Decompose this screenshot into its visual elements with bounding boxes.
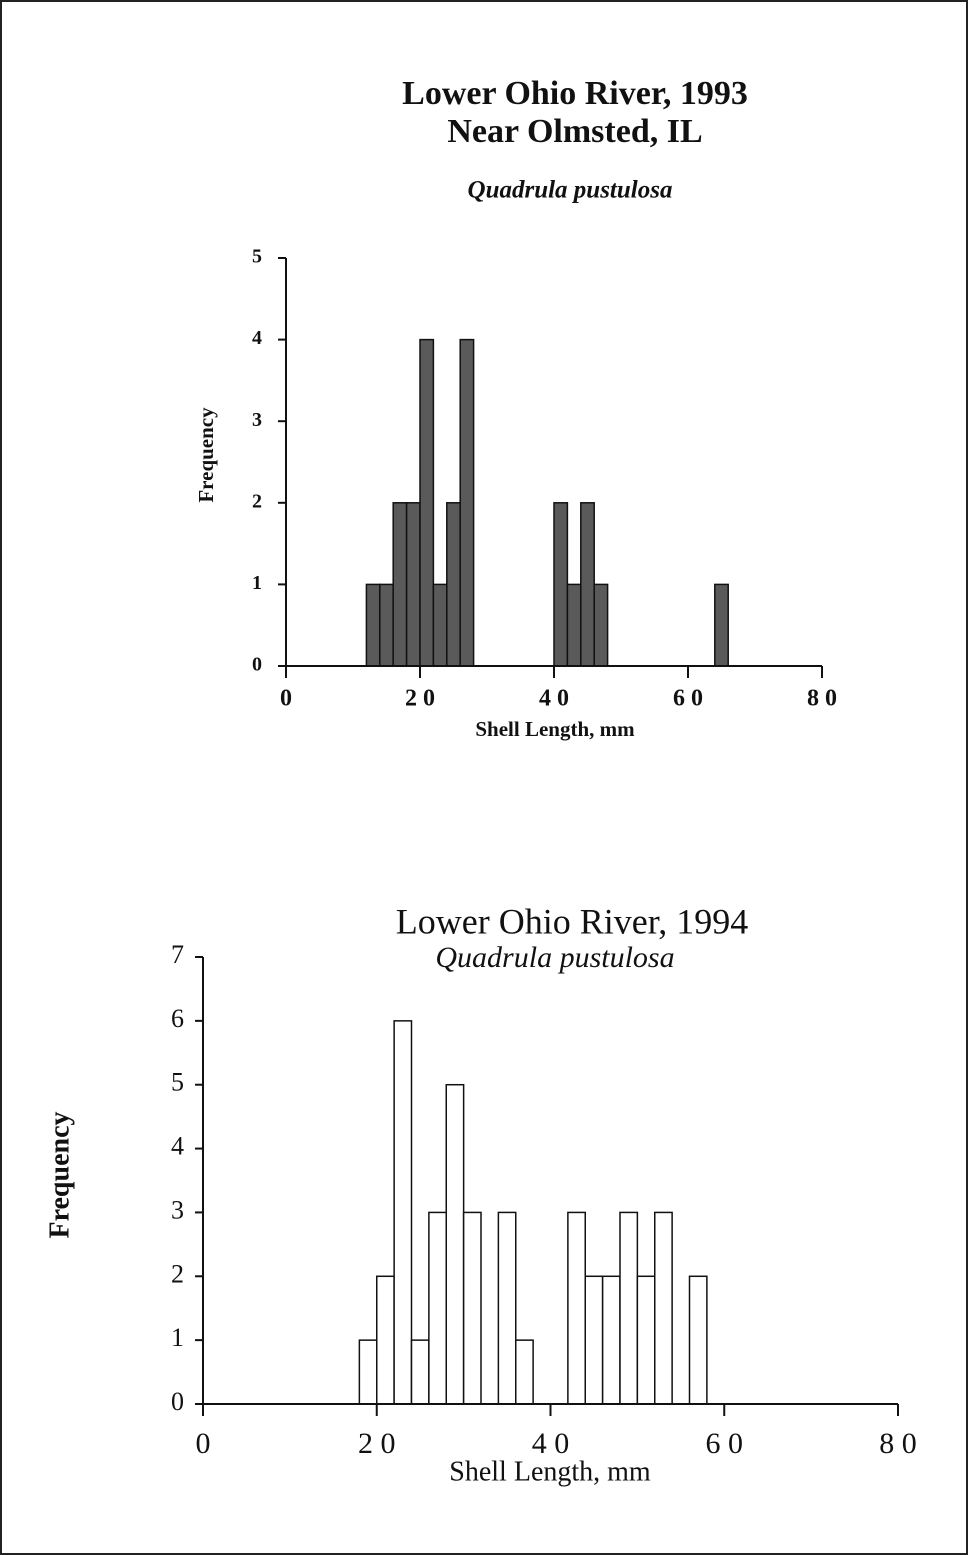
x-tick-label: 8 0 — [807, 686, 837, 712]
species: Quadrula pustulosa — [435, 941, 674, 974]
x-tick-label: 0 — [280, 686, 292, 712]
y-tick-label: 2 — [252, 490, 262, 512]
y-tick-label: 5 — [252, 246, 262, 268]
bar — [379, 583, 394, 667]
chart-subtitle: Near Olmsted, IL — [447, 113, 702, 150]
y-tick-label: 1 — [252, 572, 262, 594]
bar — [432, 583, 448, 667]
x-tick-label: 0 — [196, 1427, 211, 1460]
x-axis-label: Shell Length, mm — [475, 717, 635, 741]
x-axis-label: Shell Length, mm — [449, 1456, 651, 1487]
bar — [567, 1211, 586, 1405]
chart-title: Lower Ohio River, 1994 — [396, 901, 749, 941]
bar — [446, 502, 461, 667]
bar — [497, 1211, 517, 1405]
y-axis-label: Frequency — [44, 1111, 75, 1238]
bar — [580, 502, 595, 667]
x-tick-label: 4 0 — [539, 686, 569, 712]
x-tick-label: 6 0 — [673, 686, 703, 712]
bar — [688, 1275, 708, 1405]
y-tick-label: 5 — [171, 1068, 184, 1097]
bar — [358, 1339, 378, 1405]
x-tick-label: 2 0 — [405, 686, 435, 712]
bar — [376, 1275, 395, 1405]
chart-title: Lower Ohio River, 1993 — [402, 75, 748, 112]
bar — [428, 1211, 447, 1405]
species: Quadrula pustulosa — [468, 177, 673, 204]
x-tick-label: 2 0 — [358, 1427, 396, 1460]
y-tick-label: 0 — [252, 654, 262, 676]
bar — [553, 502, 569, 667]
bar — [459, 338, 475, 667]
bar — [393, 1020, 413, 1405]
y-axis-label: Frequency — [194, 407, 218, 503]
x-tick-label: 8 0 — [879, 1427, 917, 1460]
x-tick-label: 6 0 — [706, 1427, 744, 1460]
bar — [714, 583, 729, 667]
bar — [601, 1275, 621, 1405]
bar — [593, 583, 609, 667]
y-tick-label: 2 — [171, 1259, 184, 1288]
y-tick-label: 3 — [252, 409, 262, 431]
x-tick-label: 4 0 — [532, 1427, 570, 1460]
bar — [619, 1211, 639, 1405]
bar — [445, 1083, 465, 1405]
bar — [392, 502, 408, 667]
bar — [515, 1339, 534, 1405]
bar — [365, 583, 381, 667]
bar — [462, 1211, 482, 1405]
y-tick-label: 4 — [252, 327, 262, 349]
y-tick-label: 4 — [171, 1132, 184, 1161]
bar — [584, 1275, 604, 1405]
bar — [419, 338, 435, 667]
y-tick-label: 7 — [171, 940, 184, 969]
y-tick-label: 0 — [171, 1387, 184, 1416]
bar — [410, 1339, 430, 1405]
y-tick-label: 3 — [171, 1195, 184, 1224]
y-tick-label: 1 — [171, 1323, 184, 1352]
bar — [405, 502, 421, 667]
y-tick-label: 6 — [171, 1004, 184, 1033]
bar — [566, 583, 582, 667]
bar — [654, 1211, 673, 1405]
bar — [636, 1275, 656, 1405]
